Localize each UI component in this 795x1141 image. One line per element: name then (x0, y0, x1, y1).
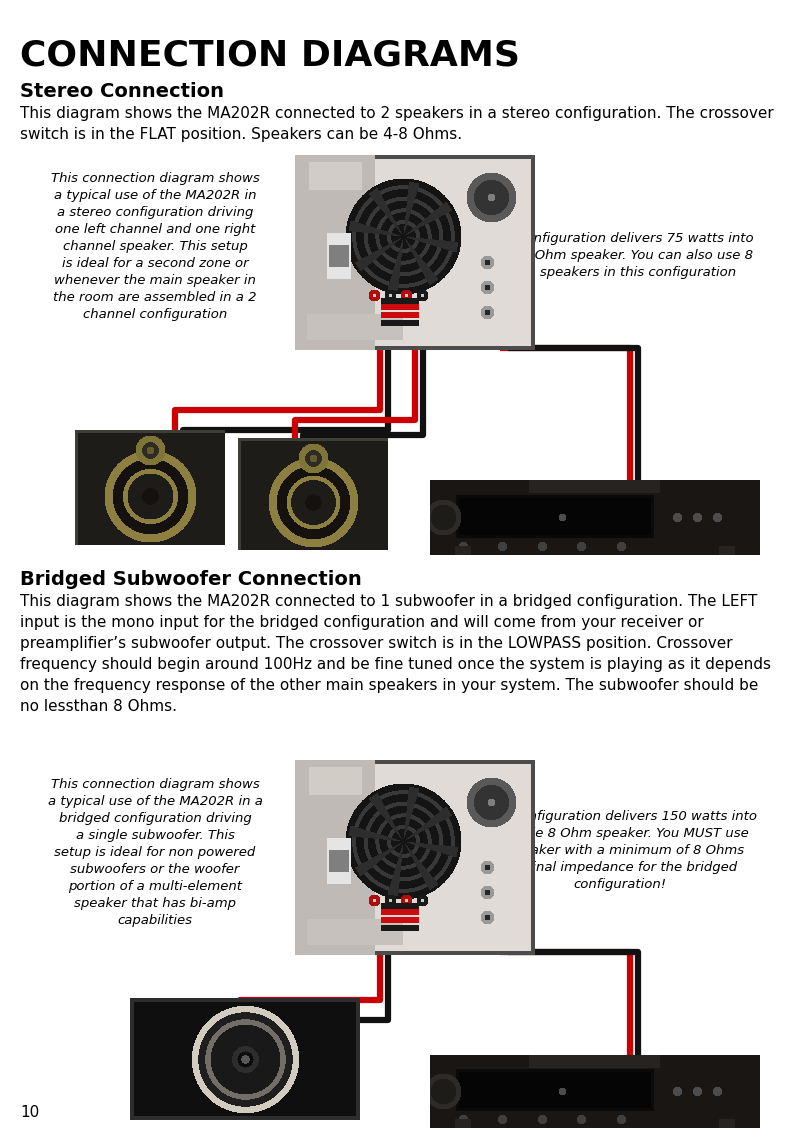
Text: This connection diagram shows
a typical use of the MA202R in
a stereo configurat: This connection diagram shows a typical … (51, 172, 259, 321)
Text: This diagram shows the MA202R connected to 2 speakers in a stereo configuration.: This diagram shows the MA202R connected … (20, 106, 774, 141)
Text: This diagram shows the MA202R connected to 1 subwoofer in a bridged configuratio: This diagram shows the MA202R connected … (20, 594, 771, 714)
Text: CONNECTION DIAGRAMS: CONNECTION DIAGRAMS (20, 38, 520, 72)
Text: This connection diagram shows
a typical use of the MA202R in a
bridged configura: This connection diagram shows a typical … (48, 778, 262, 926)
Text: 10: 10 (20, 1104, 39, 1120)
Text: Stereo Connection: Stereo Connection (20, 82, 224, 102)
Text: Bridged Subwoofer Connection: Bridged Subwoofer Connection (20, 570, 362, 589)
Text: This configuration delivers 75 watts into
each 4 Ohm speaker. You can also use 8: This configuration delivers 75 watts int… (487, 232, 754, 280)
Text: This configuration delivers 150 watts into
a single 8 Ohm speaker. You MUST use
: This configuration delivers 150 watts in… (483, 810, 758, 891)
